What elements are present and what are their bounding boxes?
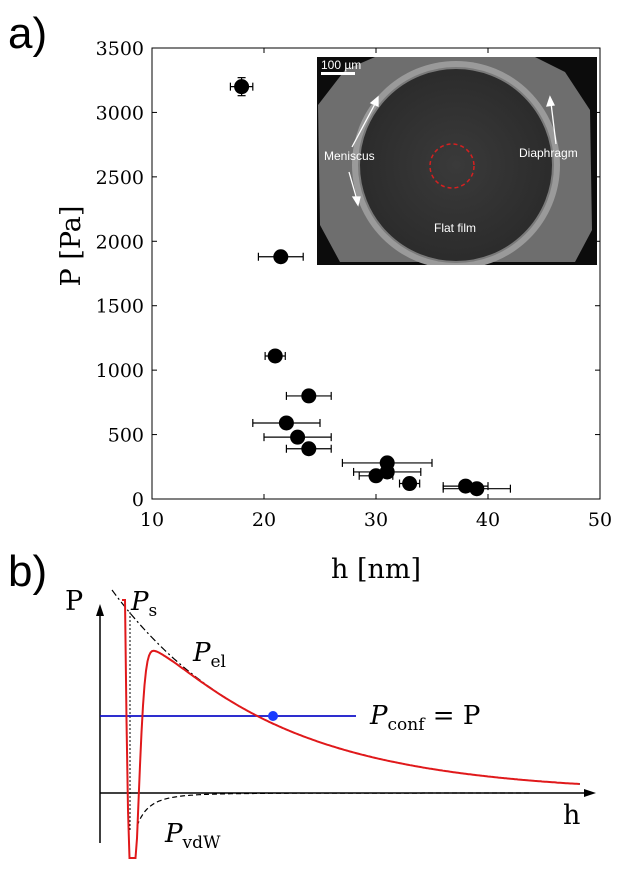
pel-label: Pel <box>192 638 226 672</box>
arrowhead-icon <box>351 196 361 207</box>
tick-marks <box>151 47 601 500</box>
y-axis-arrow-icon <box>96 604 104 616</box>
point-marker <box>402 476 418 492</box>
schematic-y-label: P <box>65 586 83 617</box>
point-marker <box>469 481 485 497</box>
point-marker <box>301 388 317 404</box>
point-marker <box>301 441 317 457</box>
point-marker <box>290 429 306 445</box>
meniscus-label: Meniscus <box>324 149 375 163</box>
pvdw-label: PvdW <box>164 819 221 853</box>
y-tick-label: 2000 <box>96 231 144 253</box>
y-tick-label: 3500 <box>96 38 144 60</box>
x-tick-label: 50 <box>588 509 612 531</box>
equilibrium-point <box>268 711 278 721</box>
meniscus-arrow-down <box>348 171 358 201</box>
arrowhead-icon <box>369 95 379 107</box>
y-tick-label: 0 <box>132 489 144 511</box>
y-tick-label: 1000 <box>96 360 144 382</box>
data-point <box>442 481 511 497</box>
point-marker <box>278 415 294 431</box>
point-marker <box>458 478 474 494</box>
data-points <box>229 77 511 497</box>
measurement-circle <box>429 143 475 189</box>
data-point <box>263 429 332 445</box>
data-point <box>398 476 421 492</box>
panel-a-label: a) <box>8 9 47 58</box>
scale-bar-label: 100 µm <box>321 58 361 72</box>
y-tick-label: 2500 <box>96 167 144 189</box>
y-tick-label: 1500 <box>96 296 144 318</box>
y-tick-label: 3000 <box>96 102 144 124</box>
x-tick-label: 30 <box>364 509 388 531</box>
diaphragm-arrow <box>550 102 557 145</box>
y-tick-label: 500 <box>108 425 144 447</box>
panel-b-label: b) <box>8 547 47 596</box>
schematic-plot: P h Ps Pel Pconf = P PvdW <box>65 586 596 859</box>
x-axis-arrow-icon <box>584 789 596 797</box>
point-marker <box>267 348 283 364</box>
x-tick-label: 20 <box>252 509 276 531</box>
data-point <box>257 249 304 265</box>
data-point <box>285 441 332 457</box>
point-marker <box>234 79 250 95</box>
total-pressure-curve <box>122 599 580 859</box>
diaphragm-label: Diaphragm <box>519 146 578 160</box>
inset-micrograph: 100 µm Meniscus Diaphragm Flat film <box>317 57 597 265</box>
x-axis-label: h [nm] <box>331 554 421 585</box>
flat-film-label: Flat film <box>434 221 476 235</box>
x-tick-label: 10 <box>140 509 164 531</box>
data-point <box>264 348 286 364</box>
x-tick-label: 40 <box>476 509 500 531</box>
y-axis-label: P [Pa] <box>56 206 87 287</box>
arrowhead-icon <box>546 95 555 107</box>
pel-curve <box>111 589 581 785</box>
pvdw-curve <box>136 792 529 827</box>
point-marker <box>368 468 384 484</box>
point-marker <box>273 249 289 265</box>
ps-label: Ps <box>130 587 157 621</box>
schematic-x-label: h <box>563 800 580 831</box>
data-point <box>229 77 254 97</box>
data-point <box>252 415 321 431</box>
inset-arrows <box>348 95 557 207</box>
data-point <box>358 468 394 484</box>
meniscus-arrow-up <box>351 101 377 148</box>
flat-film-disk <box>358 67 554 263</box>
data-point <box>285 388 332 404</box>
pconf-label: Pconf = P <box>369 701 480 735</box>
scale-bar <box>321 72 355 75</box>
